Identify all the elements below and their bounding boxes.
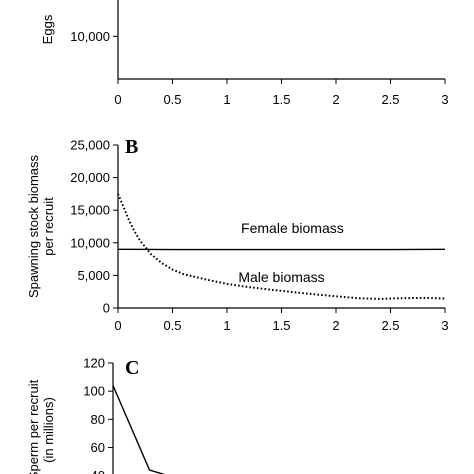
series-line [112, 385, 166, 474]
y-tick-label: 0 [103, 301, 110, 316]
x-tick-label: 1.5 [272, 318, 290, 333]
y-axis-label-line: Sperm per recruit [26, 379, 41, 474]
x-tick-label: 0 [114, 92, 121, 107]
x-tick-label: 3 [441, 318, 448, 333]
y-tick-label: 20,000 [70, 0, 110, 1]
y-tick-label: 40 [91, 468, 105, 474]
y-axis-label-line: per recruit [41, 197, 56, 256]
x-tick-label: 0.5 [163, 318, 181, 333]
panel-letter: C [125, 357, 139, 379]
y-tick-label: 20,000 [70, 170, 110, 185]
x-tick-label: 2.5 [381, 92, 399, 107]
series-line [117, 193, 446, 300]
x-tick-label: 2 [332, 92, 339, 107]
x-tick-label: 0.5 [163, 92, 181, 107]
y-axis-label: Eggs [40, 14, 55, 44]
y-tick-label: 25,000 [70, 138, 110, 153]
x-tick-label: 2.5 [381, 318, 399, 333]
y-tick-label: 120 [83, 356, 105, 371]
y-axis-label-line: Spawning stock biomass [26, 154, 41, 298]
panel-letter: B [125, 136, 138, 158]
y-tick-label: 15,000 [70, 203, 110, 218]
x-tick-label: 1.5 [272, 92, 290, 107]
panel-c: 40 60 80 100 120 Sperm per recruit(in million… [26, 356, 166, 474]
y-tick-label: 10,000 [70, 235, 110, 250]
y-tick-label: 80 [91, 412, 105, 427]
x-tick-label: 3 [441, 92, 448, 107]
series-annotation: Female biomass [241, 220, 344, 236]
x-tick-label: 1 [223, 318, 230, 333]
y-tick-label: 10,000 [70, 29, 110, 44]
x-tick-label: 1 [223, 92, 230, 107]
series-annotation: Male biomass [238, 269, 324, 285]
y-axis-label-line: (in millions) [41, 397, 56, 463]
panel-b: 0 5,000 10,000 15,000 20,000 25,000 0 0.5 1 1.5 2 2… [26, 136, 449, 333]
x-tick-label: 0 [114, 318, 121, 333]
y-tick-label: 60 [91, 440, 105, 455]
y-tick-label: 100 [83, 384, 105, 399]
x-tick-label: 2 [332, 318, 339, 333]
y-tick-label: 5,000 [77, 268, 110, 283]
